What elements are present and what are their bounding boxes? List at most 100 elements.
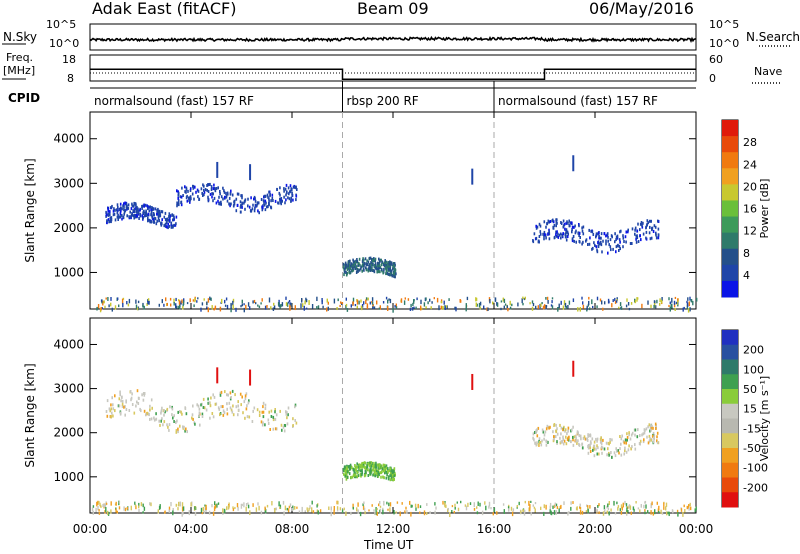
echo-point <box>345 477 348 481</box>
ground-scatter-point <box>168 506 171 511</box>
ground-scatter-point <box>289 306 291 311</box>
ground-scatter-point <box>204 504 206 507</box>
ground-scatter-point <box>369 301 371 305</box>
ground-scatter-point <box>524 500 526 504</box>
ground-scatter-point <box>560 504 562 509</box>
ground-scatter-point <box>516 506 518 509</box>
echo-point <box>289 184 292 188</box>
echo-point <box>610 451 612 454</box>
ground-scatter-point <box>307 509 310 513</box>
ground-scatter-point <box>688 504 690 509</box>
echo-point <box>638 442 641 445</box>
ground-scatter-point <box>383 500 385 506</box>
echo-point <box>156 210 159 213</box>
ground-scatter-point <box>182 506 185 511</box>
ground-scatter-point <box>201 512 203 515</box>
ground-scatter-point <box>417 503 419 509</box>
echo-point <box>365 266 367 270</box>
ground-scatter-point <box>103 503 105 508</box>
echo-point <box>538 437 541 441</box>
echo-point <box>647 441 650 445</box>
velocity-colorbar-tick-label: 100 <box>743 363 764 376</box>
echo-point <box>204 188 207 191</box>
echo-point <box>352 258 354 262</box>
echo-point <box>647 221 649 225</box>
echo-point <box>548 228 550 232</box>
echo-point <box>587 433 589 437</box>
ground-scatter-point <box>473 502 475 508</box>
echo-point <box>383 264 386 268</box>
ground-scatter-point <box>687 308 690 313</box>
echo-point <box>380 475 382 479</box>
ground-scatter-point <box>368 509 370 512</box>
echo-point <box>153 213 155 217</box>
ground-scatter-point <box>635 501 637 504</box>
ground-scatter-point <box>211 504 213 508</box>
echo-point <box>571 239 574 243</box>
echo-point <box>367 260 370 264</box>
ground-scatter-point <box>630 302 633 305</box>
echo-point <box>393 472 395 476</box>
echo-point <box>243 400 246 404</box>
ground-scatter-point <box>663 502 665 507</box>
echo-point <box>588 242 591 246</box>
ground-scatter-point <box>387 299 389 304</box>
ground-scatter-point <box>302 303 304 308</box>
echo-point <box>252 203 254 207</box>
power-colorbar-swatch <box>722 152 738 169</box>
echo-point <box>206 184 208 187</box>
nave-tick-low: 0 <box>709 72 716 85</box>
echo-point <box>602 438 604 442</box>
echo-point <box>231 410 234 414</box>
ground-scatter-point <box>436 297 439 303</box>
ground-scatter-point <box>597 505 599 508</box>
echo-point <box>168 428 170 432</box>
echo-point <box>175 215 178 219</box>
echo-point <box>131 403 134 406</box>
echo-point <box>196 403 198 407</box>
ground-scatter-point <box>105 297 107 300</box>
echo-point <box>573 435 576 439</box>
echo-point <box>258 414 261 417</box>
echo-point <box>146 213 149 217</box>
echo-point <box>125 206 128 210</box>
echo-point <box>241 196 243 200</box>
echo-point <box>222 409 225 413</box>
ground-scatter-point <box>689 296 691 301</box>
ground-scatter-point <box>510 506 513 511</box>
echo-point <box>375 463 377 467</box>
echo-point <box>130 214 132 218</box>
echo-point <box>597 446 599 450</box>
ground-scatter-point <box>671 306 673 309</box>
echo-point <box>124 405 126 409</box>
echo-point <box>605 441 608 445</box>
echo-point <box>133 213 136 217</box>
echo-point <box>634 433 636 437</box>
ground-scatter-point <box>592 305 594 309</box>
ground-scatter-point <box>552 505 554 509</box>
echo-point <box>213 183 215 187</box>
echo-point <box>629 437 632 441</box>
echo-point <box>177 427 179 431</box>
echo-point <box>361 471 363 475</box>
ground-scatter-point <box>234 506 236 510</box>
echo-point <box>587 243 589 246</box>
echo-point <box>648 231 651 235</box>
ground-scatter-point <box>682 511 684 517</box>
echo-point <box>198 407 201 411</box>
ground-scatter-point <box>136 307 139 311</box>
ground-scatter-point <box>260 302 262 305</box>
ground-scatter-point <box>674 296 677 299</box>
ground-scatter-point <box>173 302 175 306</box>
echo-point <box>118 404 121 408</box>
echo-point <box>364 257 367 261</box>
ground-scatter-point <box>389 502 392 507</box>
echo-point <box>570 221 573 225</box>
ground-scatter-point <box>523 511 526 516</box>
echo-point <box>146 411 149 415</box>
echo-point <box>114 208 116 212</box>
ground-scatter-point <box>336 500 338 505</box>
echo-point <box>236 192 239 196</box>
ground-scatter-point <box>371 301 374 305</box>
echo-point <box>649 429 651 433</box>
